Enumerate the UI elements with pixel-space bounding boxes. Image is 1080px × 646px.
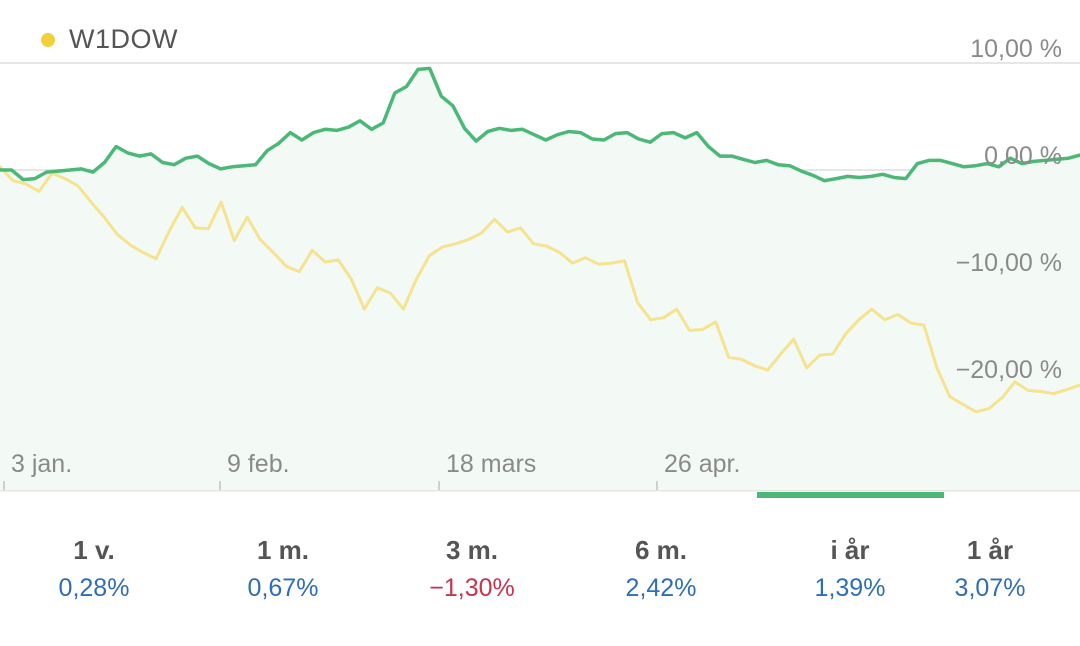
period-label: 3 m. xyxy=(445,535,499,565)
period-tab-1m[interactable]: 1 m. 0,67% xyxy=(193,530,373,606)
y-axis-ticks: 10,00 % 0,00 % −10,00 % −20,00 % xyxy=(956,35,1062,384)
x-axis-ticks: 3 jan. 9 feb. 18 mars 26 apr. xyxy=(3,450,740,490)
line-chart[interactable]: 10,00 % 0,00 % −10,00 % −20,00 % 3 jan. 9 fe… xyxy=(0,0,1080,500)
y-tick-label: 10,00 % xyxy=(970,35,1062,63)
period-tab-1w[interactable]: 1 v. 0,28% xyxy=(4,530,184,606)
x-tick-label: 26 apr. xyxy=(664,450,740,478)
y-tick-label: −20,00 % xyxy=(956,356,1062,384)
period-return: 3,07% xyxy=(954,574,1026,602)
period-return: 1,39% xyxy=(814,574,886,602)
period-label: 1 v. xyxy=(73,535,115,565)
period-return: 0,28% xyxy=(58,574,130,602)
period-return: 0,67% xyxy=(247,574,319,602)
y-tick-label: 0,00 % xyxy=(984,142,1062,170)
legend: W1DOW xyxy=(41,24,178,55)
x-tick-label: 18 mars xyxy=(446,450,536,478)
period-tab-3m[interactable]: 3 m. −1,30% xyxy=(382,530,562,606)
x-tick-label: 9 feb. xyxy=(227,450,290,478)
period-label: 1 år xyxy=(966,535,1014,565)
period-selector: 1 v. 0,28% 1 m. 0,67% 3 m. −1,30% 6 m. 2… xyxy=(0,530,1080,620)
series-line-0 xyxy=(0,66,1080,183)
legend-dot-icon xyxy=(41,32,55,47)
x-tick-label: 3 jan. xyxy=(11,450,72,478)
series-line-1 xyxy=(0,165,1080,414)
period-label: 6 m. xyxy=(634,535,688,565)
period-label: 1 m. xyxy=(256,535,310,565)
period-return: 2,42% xyxy=(625,574,697,602)
series-layer xyxy=(0,66,1080,414)
selected-period-indicator xyxy=(757,492,944,498)
y-tick-label: −10,00 % xyxy=(956,249,1062,277)
period-return: −1,30% xyxy=(429,574,515,602)
period-tab-1y[interactable]: 1 år 3,07% xyxy=(900,530,1080,606)
series-area xyxy=(0,68,1080,491)
area-fill xyxy=(0,68,1080,491)
period-label: i år xyxy=(830,535,870,565)
period-tab-6m[interactable]: 6 m. 2,42% xyxy=(571,530,751,606)
legend-label: W1DOW xyxy=(69,24,178,54)
period-tab-ytd[interactable]: i år 1,39% xyxy=(760,530,940,606)
